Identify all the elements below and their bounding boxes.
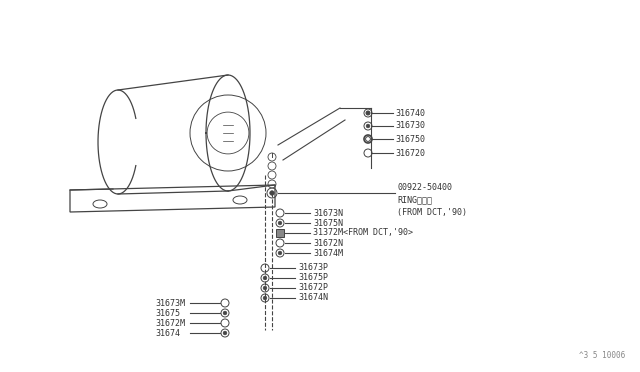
Circle shape [263, 286, 267, 290]
Text: 31672P: 31672P [298, 283, 328, 292]
Text: 31674: 31674 [155, 328, 180, 337]
Bar [276, 229, 284, 237]
Circle shape [278, 221, 282, 225]
Text: 31672N: 31672N [313, 238, 343, 247]
Circle shape [263, 296, 267, 300]
Text: 316750: 316750 [395, 135, 425, 144]
Text: 316720: 316720 [395, 148, 425, 157]
Text: ^3 5 10006: ^3 5 10006 [579, 351, 625, 360]
Text: 31673M: 31673M [155, 298, 185, 308]
Text: 316740: 316740 [395, 109, 425, 118]
Text: 31673P: 31673P [298, 263, 328, 273]
Text: 316730: 316730 [395, 122, 425, 131]
Text: RINGリング: RINGリング [397, 196, 432, 205]
Text: 31675P: 31675P [298, 273, 328, 282]
Text: 31672M: 31672M [155, 318, 185, 327]
Text: (FROM DCT,'90): (FROM DCT,'90) [397, 208, 467, 217]
Text: 31674M: 31674M [313, 248, 343, 257]
Circle shape [278, 251, 282, 255]
Text: 00922-50400: 00922-50400 [397, 183, 452, 192]
Circle shape [366, 124, 370, 128]
Circle shape [223, 331, 227, 335]
Circle shape [223, 311, 227, 315]
Circle shape [366, 111, 370, 115]
Circle shape [263, 276, 267, 280]
Text: 31674N: 31674N [298, 294, 328, 302]
Circle shape [269, 191, 275, 195]
Text: 31372M<FROM DCT,'90>: 31372M<FROM DCT,'90> [313, 228, 413, 237]
Text: 31675: 31675 [155, 308, 180, 317]
Text: 31673N: 31673N [313, 208, 343, 218]
Text: 31675N: 31675N [313, 218, 343, 228]
